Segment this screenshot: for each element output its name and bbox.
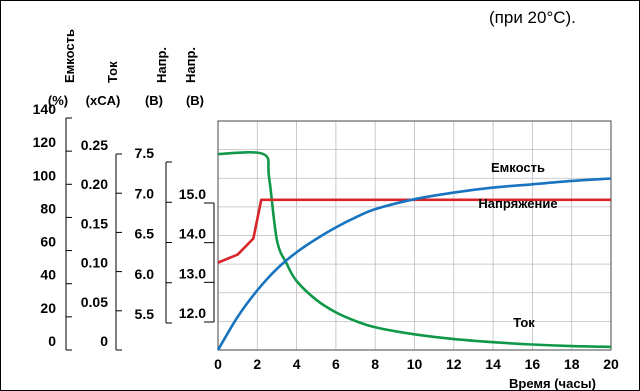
y-tick-label-voltage1: 5.5 (135, 306, 155, 322)
y-tick-label-voltage2: 12.0 (179, 305, 206, 321)
x-tick-label: 2 (253, 356, 261, 372)
note-text: (при 20°С). (489, 8, 576, 27)
series-label-current: Ток (513, 315, 535, 330)
series-label-voltage1: Напряжение (478, 196, 557, 211)
y-axis-title-capacity: Емкость (62, 29, 77, 83)
x-tick-label: 16 (525, 356, 541, 372)
y-tick-label-current: 0.15 (81, 215, 108, 231)
y-tick-label-current: 0.20 (81, 176, 108, 192)
plot-area-border (217, 120, 612, 351)
x-tick-label: 12 (446, 356, 462, 372)
y-tick-label-capacity: 40 (40, 267, 56, 283)
y-axis-unit-voltage2: (B) (186, 93, 204, 108)
x-tick-label: 0 (214, 356, 222, 372)
y-tick-label-capacity: 20 (40, 300, 56, 316)
x-tick-label: 4 (293, 356, 301, 372)
y-axis-title-voltage2: Напр. (183, 47, 198, 83)
y-tick-label-capacity: 80 (40, 200, 56, 216)
y-tick-label-capacity: 140 (33, 101, 57, 117)
series-line-capacity (216, 177, 612, 351)
x-tick-label: 6 (332, 356, 340, 372)
y-tick-label-voltage1: 6.0 (135, 266, 155, 282)
series-line-current (217, 150, 612, 349)
y-tick-label-current: 0.25 (81, 137, 108, 153)
x-tick-label: 10 (407, 356, 423, 372)
y-tick-label-capacity: 60 (40, 234, 56, 250)
x-axis-label: Время (часы) (509, 376, 596, 390)
y-tick-label-voltage2: 14.0 (179, 226, 206, 242)
y-tick-label-capacity: 120 (33, 134, 57, 150)
y-tick-label-current: 0.05 (81, 294, 108, 310)
series-line-voltage1 (217, 198, 611, 264)
y-axis-unit-current: (xCA) (86, 93, 121, 108)
y-tick-label-voltage1: 7.5 (135, 145, 155, 161)
x-tick-label: 14 (485, 356, 501, 372)
x-tick-label: 18 (564, 356, 580, 372)
y-axis-unit-capacity: (%) (48, 93, 68, 108)
y-tick-label-voltage2: 13.0 (179, 265, 206, 281)
y-axis-unit-voltage1: (B) (145, 93, 163, 108)
x-tick-label: 8 (371, 356, 379, 372)
y-tick-label-capacity: 100 (33, 167, 57, 183)
y-axis-title-current: Ток (105, 61, 120, 83)
y-axis-title-voltage1: Напр. (154, 47, 169, 83)
y-tick-label-voltage1: 7.0 (135, 185, 155, 201)
x-tick-label: 20 (603, 356, 619, 372)
y-tick-label-capacity: 0 (48, 333, 56, 349)
y-tick-label-current: 0 (100, 333, 108, 349)
series-label-capacity: Емкость (491, 160, 545, 175)
y-tick-label-current: 0.10 (81, 255, 108, 271)
y-tick-label-voltage2: 15.0 (179, 186, 206, 202)
y-tick-label-voltage1: 6.5 (135, 226, 155, 242)
